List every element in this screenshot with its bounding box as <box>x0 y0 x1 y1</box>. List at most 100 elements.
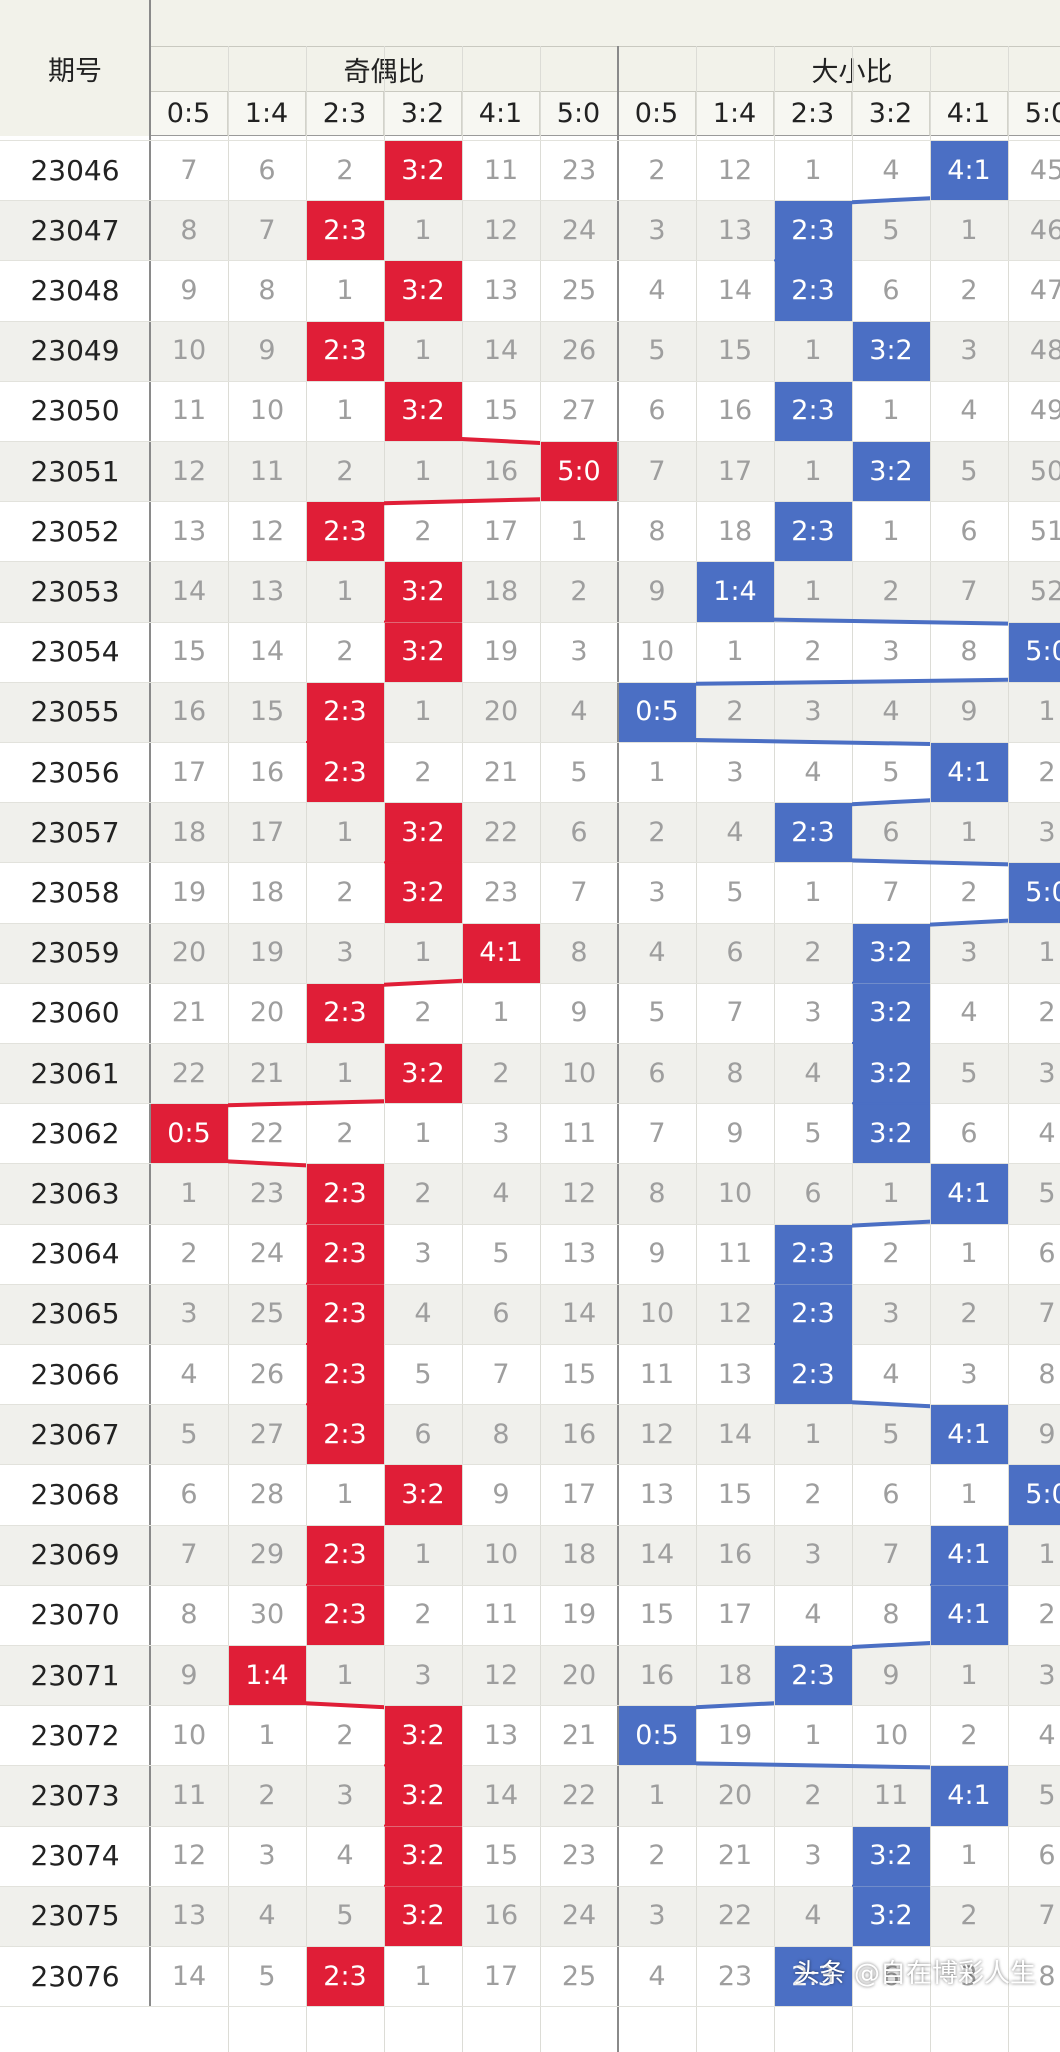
table-row: 23057 18 17 1 3:2 22 6 2 4 2:3 6 1 3 <box>0 802 1060 863</box>
big-small-hit-cell: 3:2 <box>852 982 930 1043</box>
miss-count-cell: 9 <box>726 1117 744 1149</box>
miss-count-cell: 10 <box>639 636 675 668</box>
period-number: 23062 <box>30 1116 120 1150</box>
miss-count-cell: 3 <box>804 997 822 1029</box>
table-row: 23069 7 29 2:3 1 10 18 14 16 3 7 4:1 1 <box>0 1524 1060 1585</box>
miss-count-cell: 12 <box>717 1298 753 1330</box>
miss-count-cell: 5 <box>882 214 900 246</box>
table-row: 23075 13 4 5 3:2 16 24 3 22 4 3:2 2 7 <box>0 1885 1060 1946</box>
table-row: 23051 12 11 2 1 16 5:0 7 17 1 3:2 5 50 <box>0 441 1060 502</box>
miss-count-cell: 23 <box>561 1840 597 1872</box>
miss-count-cell: 9 <box>882 1659 900 1691</box>
period-number: 23073 <box>30 1778 120 1812</box>
miss-count-cell: 2 <box>414 997 432 1029</box>
miss-count-cell: 3 <box>960 937 978 969</box>
period-number: 23048 <box>30 273 120 307</box>
miss-count-cell: 1 <box>804 1719 822 1751</box>
miss-count-cell: 16 <box>561 1418 597 1450</box>
miss-count-cell: 23 <box>717 1960 753 1992</box>
miss-count-cell: 1 <box>804 154 822 186</box>
miss-count-cell: 1 <box>258 1719 276 1751</box>
column-divider <box>930 46 931 2052</box>
miss-count-cell: 18 <box>171 816 207 848</box>
miss-count-cell: 25 <box>561 1960 597 1992</box>
miss-count-cell: 2 <box>414 756 432 788</box>
miss-count-cell: 9 <box>258 335 276 367</box>
miss-count-cell: 5 <box>1038 1177 1056 1209</box>
miss-count-cell: 1 <box>414 1539 432 1571</box>
miss-count-cell: 29 <box>249 1539 285 1571</box>
miss-count-cell: 8 <box>648 1177 666 1209</box>
miss-count-cell: 4 <box>882 1358 900 1390</box>
odd-even-hit-cell: 2:3 <box>306 681 384 742</box>
odd-even-hit-cell: 3:2 <box>384 1885 462 1946</box>
table-row: 23047 8 7 2:3 1 12 24 3 13 2:3 5 1 46 <box>0 200 1060 261</box>
big-small-hit-cell: 2:3 <box>774 1223 852 1284</box>
odd-even-hit-cell: 2:3 <box>306 1344 384 1405</box>
miss-count-cell: 2 <box>804 1779 822 1811</box>
miss-count-cell: 7 <box>648 455 666 487</box>
miss-count-cell: 11 <box>873 1779 909 1811</box>
period-number: 23061 <box>30 1056 120 1090</box>
miss-count-cell: 18 <box>561 1539 597 1571</box>
miss-count-cell: 8 <box>1038 1960 1056 1992</box>
miss-count-cell: 22 <box>171 1057 207 1089</box>
table-row: 23058 19 18 2 3:2 23 7 3 5 1 7 2 5:0 <box>0 862 1060 923</box>
miss-count-cell: 4 <box>804 1599 822 1631</box>
period-number: 23066 <box>30 1357 120 1391</box>
row-divider <box>0 1223 1060 1225</box>
miss-count-cell: 2 <box>960 274 978 306</box>
big-small-hit-cell: 5:0 <box>1008 1464 1060 1525</box>
miss-count-cell: 1 <box>1038 937 1056 969</box>
miss-count-cell: 11 <box>171 395 207 427</box>
miss-count-cell: 50 <box>1029 455 1060 487</box>
row-divider <box>0 922 1060 924</box>
miss-count-cell: 3 <box>804 1539 822 1571</box>
column-divider <box>462 46 463 2052</box>
miss-count-cell: 8 <box>648 515 666 547</box>
miss-count-cell: 3 <box>414 1659 432 1691</box>
table-row: 23066 4 26 2:3 5 7 15 11 13 2:3 4 3 8 <box>0 1344 1060 1405</box>
miss-count-cell: 8 <box>492 1418 510 1450</box>
miss-count-cell: 16 <box>483 455 519 487</box>
column-divider <box>617 46 619 2052</box>
miss-count-cell: 6 <box>960 1117 978 1149</box>
table-row: 23076 14 5 2:3 1 17 25 4 23 2:3 6 3 8 <box>0 1946 1060 2007</box>
column-divider <box>774 46 775 2052</box>
miss-count-cell: 10 <box>639 1298 675 1330</box>
big-small-hit-cell: 3:2 <box>852 441 930 502</box>
miss-count-cell: 11 <box>717 1238 753 1270</box>
miss-count-cell: 6 <box>726 937 744 969</box>
sub-header-big-small-4-1: 4:1 <box>930 92 1008 136</box>
miss-count-cell: 6 <box>882 1478 900 1510</box>
row-divider <box>0 1283 1060 1285</box>
miss-count-cell: 4 <box>882 696 900 728</box>
miss-count-cell: 5 <box>258 1960 276 1992</box>
miss-count-cell: 14 <box>483 1779 519 1811</box>
period-number: 23076 <box>30 1959 120 1993</box>
miss-count-cell: 12 <box>483 214 519 246</box>
miss-count-cell: 5 <box>1038 1779 1056 1811</box>
row-divider <box>0 1946 1060 1947</box>
odd-even-hit-cell: 2:3 <box>306 1404 384 1465</box>
row-divider <box>0 982 1060 984</box>
row-divider <box>0 1885 1060 1887</box>
period-number: 23046 <box>30 153 120 187</box>
miss-count-cell: 24 <box>249 1238 285 1270</box>
miss-count-cell: 3 <box>1038 1659 1056 1691</box>
odd-even-hit-cell: 3:2 <box>384 862 462 923</box>
miss-count-cell: 47 <box>1029 274 1060 306</box>
period-number: 23051 <box>30 454 120 488</box>
miss-count-cell: 14 <box>717 1418 753 1450</box>
miss-count-cell: 3 <box>1038 1057 1056 1089</box>
table-row: 23062 0:5 22 2 1 3 11 7 9 5 3:2 6 4 <box>0 1103 1060 1164</box>
miss-count-cell: 2 <box>336 1719 354 1751</box>
row-divider <box>0 1043 1060 1044</box>
miss-count-cell: 5 <box>336 1900 354 1932</box>
period-number: 23059 <box>30 936 120 970</box>
miss-count-cell: 1 <box>336 274 354 306</box>
big-small-hit-cell: 2:3 <box>774 380 852 441</box>
miss-count-cell: 1 <box>570 515 588 547</box>
period-number: 23047 <box>30 213 120 247</box>
